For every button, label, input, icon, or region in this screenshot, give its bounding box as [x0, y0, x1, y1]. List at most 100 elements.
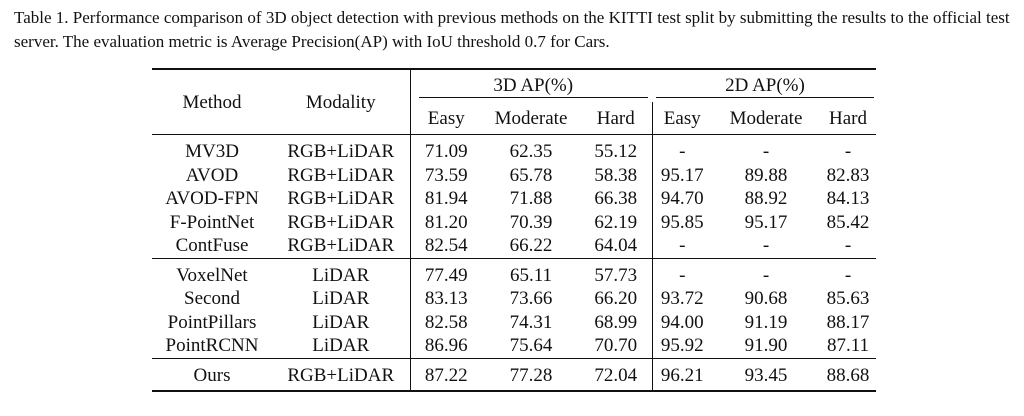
ap2d-cell: 87.11 — [826, 335, 870, 357]
table-row: VoxelNet LiDAR 77.49 65.11 57.73- - - — [152, 257, 876, 287]
ap3d-cell: 70.70 — [580, 334, 653, 358]
method-cell: Ours — [152, 357, 272, 392]
group-3d-header: 3D AP(%) — [410, 68, 652, 102]
ap3d-cell: 77.28 — [482, 357, 580, 392]
table-row: Ours RGB+LiDAR 87.22 77.28 72.04 96.21 93.45 88… — [152, 357, 876, 392]
ap3d-cell: 62.35 — [482, 134, 580, 164]
ap2d-cell: 91.90 — [744, 335, 788, 357]
ap2d-cell: 85.63 — [826, 288, 870, 310]
moderate-3d-header: Moderate — [494, 107, 568, 129]
modality-cell: RGB+LiDAR — [272, 234, 411, 258]
method-cell: F-PointNet — [169, 211, 255, 233]
group-2d-header-label: 2D AP(%) — [656, 74, 874, 98]
modality-cell: LiDAR — [272, 334, 411, 358]
ap3d-cell: 55.12 — [580, 134, 653, 164]
ap3d-cell: 82.58 — [424, 311, 468, 333]
easy-2d-header: Easy — [663, 107, 701, 129]
modality-cell: RGB+LiDAR — [272, 210, 411, 234]
modality-cell: RGB+LiDAR — [272, 134, 411, 164]
ap3d-cell: 71.88 — [509, 188, 553, 210]
ap3d-cell: 57.73 — [580, 257, 653, 287]
ap2d-cell: 95.92 — [660, 335, 704, 357]
ap2d-cell: - — [712, 257, 820, 287]
modality-cell: RGB+LiDAR — [272, 163, 411, 187]
ap3d-cell: 73.66 — [509, 288, 553, 310]
ap3d-cell: 66.22 — [509, 235, 553, 257]
method-cell: PointRCNN — [165, 335, 259, 357]
ap2d-cell: 82.83 — [826, 164, 870, 186]
ap3d-cell: 74.31 — [509, 311, 553, 333]
table-caption: Table 1. Performance comparison of 3D ob… — [14, 8, 1010, 51]
table-row: MV3D RGB+LiDAR 71.09 62.35 55.12- - - — [152, 134, 876, 164]
table-row: AVOD-FPN RGB+LiDAR 81.94 71.88 66.38 94.70 88.… — [152, 187, 876, 211]
ap3d-cell: 86.96 — [424, 335, 468, 357]
ap3d-cell: 71.09 — [410, 134, 482, 164]
ap2d-cell: 91.19 — [744, 311, 788, 333]
moderate-2d-header: Moderate — [729, 107, 803, 129]
header-row-2: Easy Moderate Hard Easy Moderate Hard — [152, 102, 876, 135]
ap2d-cell: 95.17 — [744, 211, 788, 233]
ap2d-cell: - — [762, 235, 770, 257]
ap2d-cell: - — [820, 257, 876, 287]
ap2d-cell: 93.72 — [660, 288, 704, 310]
ap2d-cell: 88.92 — [744, 188, 788, 210]
ap3d-cell: 65.78 — [509, 164, 553, 186]
ap3d-cell: 83.13 — [424, 288, 468, 310]
easy-3d-header: Easy — [427, 107, 465, 129]
ap2d-cell: - — [844, 235, 852, 257]
ap3d-cell: 58.38 — [580, 163, 653, 187]
table-row: F-PointNet RGB+LiDAR 81.20 70.39 62.19 95.85 9… — [152, 210, 876, 234]
ap2d-cell: 88.68 — [820, 357, 876, 392]
ap3d-cell: 72.04 — [580, 357, 653, 392]
method-cell: PointPillars — [167, 311, 257, 333]
table-row: ContFuse RGB+LiDAR 82.54 66.22 64.04 - - - — [152, 234, 876, 258]
ap2d-cell: 93.45 — [712, 357, 820, 392]
ap3d-cell: 62.19 — [580, 210, 653, 234]
ap3d-cell: 77.49 — [410, 257, 482, 287]
method-cell: Second — [184, 288, 240, 310]
ap2d-cell: 90.68 — [744, 288, 788, 310]
ap3d-cell: 75.64 — [509, 335, 553, 357]
ap3d-cell: 82.54 — [424, 235, 468, 257]
ap2d-cell: 96.21 — [652, 357, 712, 392]
hard-3d-header: Hard — [580, 102, 653, 135]
ap2d-cell: 94.00 — [660, 311, 704, 333]
group-2d-header: 2D AP(%) — [652, 68, 876, 102]
ap3d-cell: 64.04 — [580, 234, 653, 258]
ap3d-cell: 73.59 — [424, 164, 468, 186]
table-row: AVOD RGB+LiDAR 73.59 65.78 58.38 95.17 89.88 82… — [152, 163, 876, 187]
ap2d-cell: 95.17 — [660, 164, 704, 186]
ap2d-cell: - — [820, 134, 876, 164]
method-cell: MV3D — [152, 134, 272, 164]
method-cell: VoxelNet — [152, 257, 272, 287]
ap3d-cell: 68.99 — [580, 310, 653, 334]
results-table: Method Modality 3D AP(%) 2D AP(%) Easy M… — [152, 68, 876, 392]
ap3d-cell: 65.11 — [482, 257, 580, 287]
table-row: PointRCNN LiDAR 86.96 75.64 70.70 95.92 91.90 8… — [152, 334, 876, 358]
table-row: PointPillars LiDAR 82.58 74.31 68.99 94.00 91.… — [152, 310, 876, 334]
ap2d-cell: - — [679, 235, 686, 257]
method-cell: AVOD — [185, 164, 239, 186]
hard-2d-header: Hard — [829, 107, 867, 129]
ap2d-cell: - — [712, 134, 820, 164]
ap2d-cell: 94.70 — [660, 188, 704, 210]
modality-cell: RGB+LiDAR — [272, 187, 411, 211]
ap2d-cell: 85.42 — [826, 211, 870, 233]
ap2d-cell: - — [652, 134, 712, 164]
ap3d-cell: 66.38 — [580, 187, 653, 211]
method-cell: ContFuse — [175, 235, 249, 257]
ap3d-cell: 87.22 — [410, 357, 482, 392]
modality-cell: LiDAR — [272, 257, 411, 287]
group-3d-header-label: 3D AP(%) — [418, 74, 648, 98]
header-row-1: Method Modality 3D AP(%) 2D AP(%) — [152, 68, 876, 135]
method-cell: AVOD-FPN — [165, 188, 259, 210]
modality-cell: LiDAR — [272, 287, 411, 311]
ap2d-cell: - — [652, 257, 712, 287]
ap3d-cell: 66.20 — [580, 287, 653, 311]
ap3d-cell: 81.94 — [424, 188, 468, 210]
modality-cell: LiDAR — [272, 310, 411, 334]
table-row: Second LiDAR 83.13 73.66 66.20 93.72 90.68 85.6… — [152, 287, 876, 311]
ap2d-cell: 89.88 — [744, 164, 788, 186]
method-header: Method — [152, 68, 272, 135]
ap2d-cell: 88.17 — [826, 311, 870, 333]
